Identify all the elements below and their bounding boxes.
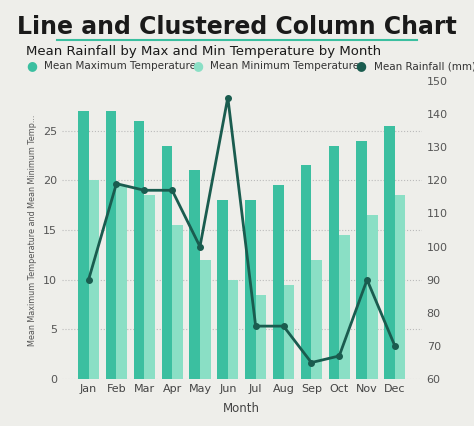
Bar [144,195,155,379]
Text: Mean Rainfall (mm): Mean Rainfall (mm) [374,61,474,71]
Bar [89,180,99,379]
Text: Mean Rainfall by Max and Min Temperature by Month: Mean Rainfall by Max and Min Temperature… [26,45,381,58]
Bar [228,280,238,379]
Bar [283,285,294,379]
Bar [78,111,89,379]
Bar [311,260,322,379]
Bar [328,146,339,379]
Bar [162,146,172,379]
Bar [273,185,283,379]
Bar [106,111,117,379]
X-axis label: Month: Month [223,402,260,415]
Bar [395,195,405,379]
Bar [200,260,210,379]
Text: ●: ● [356,60,366,72]
Text: ●: ● [26,60,37,72]
Bar [255,295,266,379]
Bar [339,235,350,379]
Text: Mean Maximum Temperature: Mean Maximum Temperature [44,61,196,71]
Bar [301,165,311,379]
Bar [172,225,182,379]
Y-axis label: Mean Maximum Temperature and Mean Minimum Temp...: Mean Maximum Temperature and Mean Minimu… [28,114,37,346]
Bar [356,141,367,379]
Text: ●: ● [192,60,203,72]
Bar [217,200,228,379]
Bar [245,200,255,379]
Bar [367,215,378,379]
Text: Mean Minimum Temperature: Mean Minimum Temperature [210,61,359,71]
Bar [134,121,144,379]
Bar [117,185,127,379]
Bar [190,170,200,379]
Text: Line and Clustered Column Chart: Line and Clustered Column Chart [17,15,457,39]
Bar [384,126,395,379]
